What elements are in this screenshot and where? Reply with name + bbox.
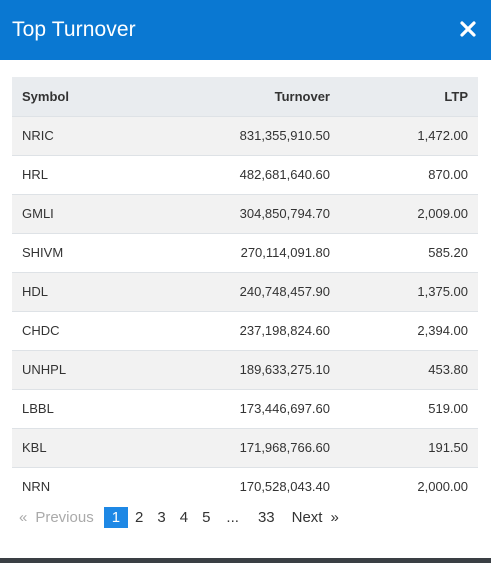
previous-page-button[interactable]: « Previous — [12, 507, 101, 528]
table-row[interactable]: NRN 170,528,043.40 2,000.00 — [12, 467, 478, 506]
modal-header: Top Turnover — [0, 0, 491, 60]
cell-symbol: CHDC — [22, 323, 60, 338]
cell-ltp: 2,000.00 — [417, 479, 468, 495]
cell-symbol: UNHPL — [22, 362, 67, 377]
cell-ltp: 191.50 — [428, 440, 468, 455]
column-header-turnover[interactable]: Turnover — [274, 88, 330, 104]
cell-ltp: 519.00 — [428, 401, 468, 416]
column-header-symbol[interactable]: Symbol — [22, 88, 69, 104]
page-button-2[interactable]: 2 — [135, 508, 144, 526]
table-row[interactable]: HDL 240,748,457.90 1,375.00 — [12, 272, 478, 311]
pagination: « Previous 1 2 3 4 5 ... 33 Next » — [12, 506, 346, 528]
cell-ltp: 870.00 — [428, 167, 468, 182]
page-button-33[interactable]: 33 — [257, 508, 275, 526]
next-page-button[interactable]: Next » — [285, 507, 346, 528]
cell-ltp: 2,009.00 — [417, 206, 468, 221]
page-ellipsis: ... — [226, 508, 239, 526]
page-backdrop — [0, 558, 491, 563]
cell-turnover: 240,748,457.90 — [239, 284, 330, 299]
cell-turnover: 482,681,640.60 — [239, 167, 330, 182]
cell-turnover: 270,114,091.80 — [240, 245, 330, 260]
next-arrow-icon: » — [330, 508, 339, 526]
cell-turnover: 304,850,794.70 — [239, 206, 330, 221]
table-row[interactable]: LBBL 173,446,697.60 519.00 — [12, 389, 478, 428]
cell-turnover: 170,528,043.40 — [239, 479, 330, 495]
cell-symbol: NRN — [22, 479, 51, 495]
table-row[interactable]: CHDC 237,198,824.60 2,394.00 — [12, 311, 478, 350]
table-row[interactable]: NRIC 831,355,910.50 1,472.00 — [12, 116, 478, 155]
page-button-4[interactable]: 4 — [179, 508, 189, 526]
turnover-table-container: Symbol Turnover LTP NRIC 831,355,910.50 1,… — [12, 77, 478, 506]
previous-label: Previous — [35, 508, 94, 526]
cell-turnover: 171,968,766.60 — [239, 440, 330, 455]
cell-symbol: LBBL — [22, 401, 54, 416]
table-row[interactable]: KBL 171,968,766.60 191.50 — [12, 428, 478, 467]
cell-ltp: 453.80 — [428, 362, 468, 377]
cell-symbol: NRIC — [22, 128, 54, 143]
cell-turnover: 173,446,697.60 — [239, 401, 330, 416]
cell-ltp: 1,375.00 — [417, 284, 468, 299]
turnover-table: Symbol Turnover LTP NRIC 831,355,910.50 1,… — [12, 77, 478, 506]
cell-symbol: SHIVM — [22, 245, 64, 260]
column-header-ltp[interactable]: LTP — [444, 88, 468, 104]
cell-turnover: 237,198,824.60 — [239, 323, 330, 338]
cell-symbol: HDL — [22, 284, 49, 299]
cell-ltp: 2,394.00 — [417, 323, 468, 338]
table-row[interactable]: SHIVM 270,114,091.80 585.20 — [12, 233, 478, 272]
table-row[interactable]: HRL 482,681,640.60 870.00 — [12, 155, 478, 194]
cell-turnover: 831,355,910.50 — [239, 128, 330, 143]
cell-symbol: KBL — [22, 440, 47, 455]
modal-title: Top Turnover — [12, 18, 136, 41]
page-button-3[interactable]: 3 — [157, 508, 166, 526]
table-row[interactable]: UNHPL 189,633,275.10 453.80 — [12, 350, 478, 389]
cell-turnover: 189,633,275.10 — [239, 362, 330, 377]
page-button-5[interactable]: 5 — [202, 508, 211, 526]
cell-ltp: 1,472.00 — [417, 128, 468, 143]
cell-symbol: GMLI — [22, 206, 54, 221]
next-label: Next — [291, 508, 323, 526]
page-button-1[interactable]: 1 — [103, 506, 129, 528]
close-icon[interactable] — [459, 20, 479, 42]
cell-ltp: 585.20 — [428, 245, 468, 260]
table-row[interactable]: GMLI 304,850,794.70 2,009.00 — [12, 194, 478, 233]
cell-symbol: HRL — [22, 167, 49, 182]
previous-arrow-icon: « — [19, 508, 28, 526]
table-header-row: Symbol Turnover LTP — [12, 77, 478, 116]
